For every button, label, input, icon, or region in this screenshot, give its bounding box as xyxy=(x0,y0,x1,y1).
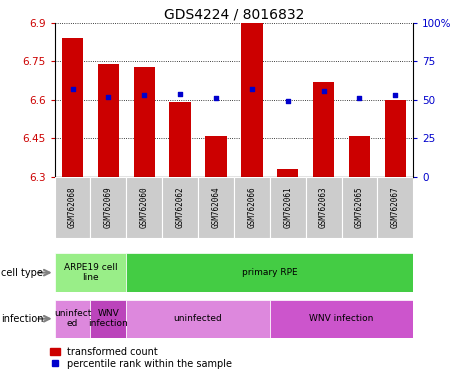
Bar xyxy=(234,177,270,238)
Point xyxy=(212,95,220,101)
Text: cell type: cell type xyxy=(1,268,43,278)
Point xyxy=(176,91,184,97)
Bar xyxy=(385,100,406,177)
Point xyxy=(284,98,292,104)
Bar xyxy=(62,38,83,177)
Bar xyxy=(198,177,234,238)
Bar xyxy=(126,300,270,338)
Text: WNV
infection: WNV infection xyxy=(88,309,128,328)
Bar xyxy=(205,136,227,177)
Bar xyxy=(241,23,263,177)
Text: GSM762067: GSM762067 xyxy=(391,187,400,228)
Point xyxy=(141,92,148,98)
Bar xyxy=(270,177,306,238)
Text: GSM762068: GSM762068 xyxy=(68,187,77,228)
Bar xyxy=(126,253,413,292)
Text: GSM762069: GSM762069 xyxy=(104,187,113,228)
Bar xyxy=(98,64,119,177)
Text: GSM762064: GSM762064 xyxy=(211,187,220,228)
Bar xyxy=(133,66,155,177)
Bar xyxy=(91,300,126,338)
Text: GSM762062: GSM762062 xyxy=(176,187,185,228)
Bar xyxy=(91,177,126,238)
Point xyxy=(69,86,76,92)
Text: GSM762065: GSM762065 xyxy=(355,187,364,228)
Bar xyxy=(313,82,334,177)
Bar xyxy=(378,177,413,238)
Text: ARPE19 cell
line: ARPE19 cell line xyxy=(64,263,117,282)
Point xyxy=(104,94,112,100)
Bar xyxy=(306,177,342,238)
Bar xyxy=(126,177,162,238)
Text: primary RPE: primary RPE xyxy=(242,268,298,277)
Text: GSM762061: GSM762061 xyxy=(283,187,292,228)
Text: GSM762063: GSM762063 xyxy=(319,187,328,228)
Text: uninfect
ed: uninfect ed xyxy=(54,309,91,328)
Bar xyxy=(55,300,91,338)
Bar xyxy=(55,253,126,292)
Bar xyxy=(170,103,191,177)
Point xyxy=(356,95,363,101)
Text: GSM762060: GSM762060 xyxy=(140,187,149,228)
Bar xyxy=(342,177,378,238)
Bar xyxy=(162,177,198,238)
Bar xyxy=(349,136,370,177)
Legend: transformed count, percentile rank within the sample: transformed count, percentile rank withi… xyxy=(50,347,232,369)
Point xyxy=(391,92,399,98)
Point xyxy=(320,88,327,94)
Text: infection: infection xyxy=(1,314,43,324)
Text: uninfected: uninfected xyxy=(174,314,222,323)
Title: GDS4224 / 8016832: GDS4224 / 8016832 xyxy=(164,8,304,22)
Text: WNV infection: WNV infection xyxy=(309,314,374,323)
Bar xyxy=(55,177,91,238)
Text: GSM762066: GSM762066 xyxy=(247,187,257,228)
Point xyxy=(248,86,256,92)
Bar xyxy=(270,300,413,338)
Bar xyxy=(277,169,298,177)
